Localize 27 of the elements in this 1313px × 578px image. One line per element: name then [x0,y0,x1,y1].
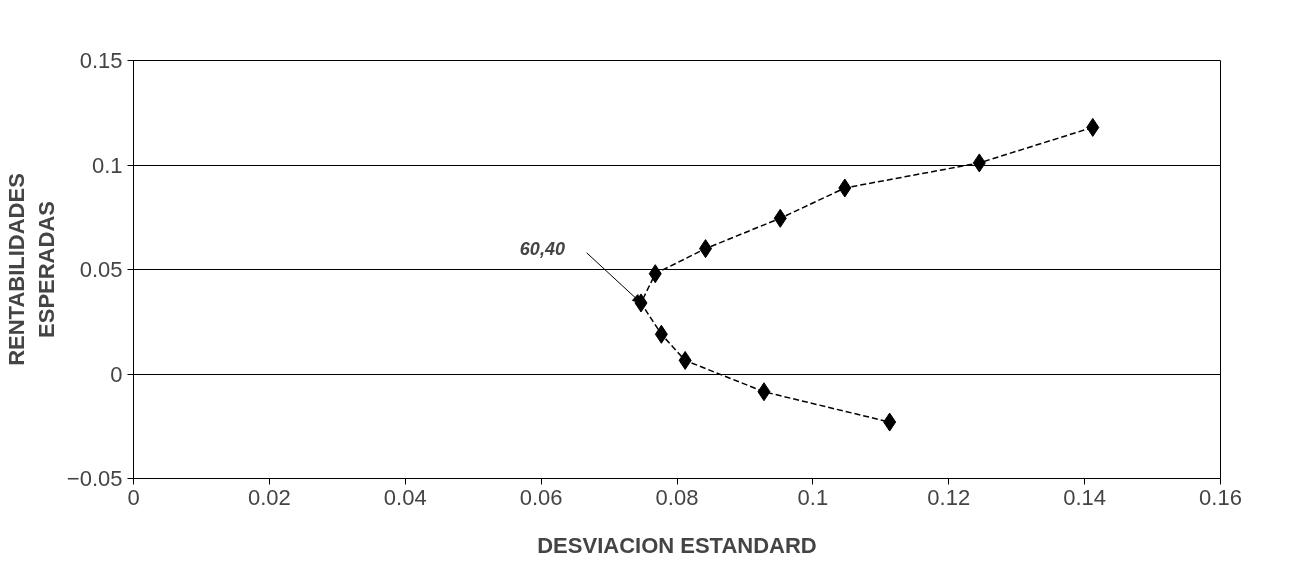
point [757,382,771,402]
x-tick-label: 0.04 [383,484,427,510]
x-tick-label: 0.08 [655,484,699,510]
point [654,324,668,344]
y-tick-label: 0.1 [91,152,123,178]
point [699,239,713,259]
x-tick-label: 0.1 [797,484,829,510]
x-tick-label: 0.02 [247,484,291,510]
point [838,178,852,198]
point [648,264,662,284]
x-tick-label: 0.12 [927,484,971,510]
x-tick-label: 0.06 [519,484,563,510]
y-axis-title: RENTABILIDADES ESPERADAS [3,173,59,366]
x-tick-label: 0.14 [1063,484,1107,510]
y-tick-label: −0.05 [66,466,123,491]
x-tick-label: 0.16 [1199,484,1242,510]
y-tick-label: 0.15 [79,48,123,73]
point [678,350,692,370]
point [773,208,787,228]
point [883,412,897,432]
annotation: 60,40 [519,239,565,260]
x-tick-label: 0 [127,484,140,510]
y-tick-label: 0.05 [79,257,123,282]
point [1086,117,1100,137]
point [972,153,986,173]
x-axis-title: DESVIACION ESTANDARD [537,532,817,558]
y-tick-label: 0 [110,361,123,387]
